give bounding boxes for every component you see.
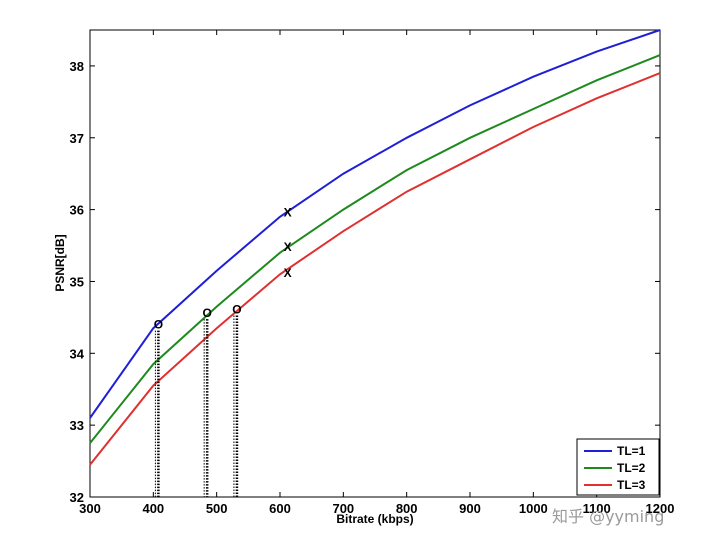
y-tick-label: 38 — [70, 59, 84, 74]
y-tick-label: 35 — [70, 274, 84, 289]
marker-x: X — [284, 240, 292, 254]
x-tick-label: 1200 — [646, 501, 675, 516]
x-tick-label: 1100 — [583, 501, 611, 516]
legend-label: TL=1 — [617, 444, 646, 458]
x-axis-title: Bitrate (kbps) — [336, 512, 413, 526]
legend-label: TL=2 — [617, 461, 646, 475]
marker-o: O — [232, 302, 241, 316]
marker-o: O — [202, 306, 211, 320]
series-line-tl-2 — [89, 54, 661, 444]
y-tick-label: 36 — [70, 203, 84, 218]
watermark: 知乎 @yyming — [552, 507, 664, 526]
x-tick-label: 300 — [79, 501, 101, 516]
y-tick-label: 34 — [70, 346, 85, 361]
x-tick-label: 900 — [459, 501, 481, 516]
y-tick-label: 32 — [70, 490, 84, 505]
legend: TL=1 TL=2 TL=3 — [576, 438, 660, 496]
plot-area — [89, 29, 661, 498]
x-tick-label: 500 — [206, 501, 228, 516]
x-tick-label: 800 — [396, 501, 418, 516]
line-layer — [89, 29, 661, 466]
legend-label: TL=3 — [617, 478, 646, 492]
marker-x: X — [284, 205, 292, 219]
x-tick-label: 700 — [332, 501, 354, 516]
legend-items: TL=1 TL=2 TL=3 — [584, 444, 646, 492]
marker-o: O — [154, 318, 163, 332]
y-axis-title: PSNR[dB] — [53, 234, 67, 291]
tick-layer: 300 400 500 600 700 800 900 1000 1100 1200 32 33 34 3… — [70, 30, 675, 516]
y-tick-label: 37 — [70, 131, 84, 146]
x-tick-label: 1000 — [519, 501, 548, 516]
marker-x: X — [284, 266, 292, 280]
x-tick-label: 600 — [269, 501, 291, 516]
x-tick-label: 400 — [142, 501, 164, 516]
series-line-tl-3 — [89, 72, 661, 466]
y-tick-label: 33 — [70, 418, 84, 433]
series-line-tl-1 — [89, 29, 661, 419]
